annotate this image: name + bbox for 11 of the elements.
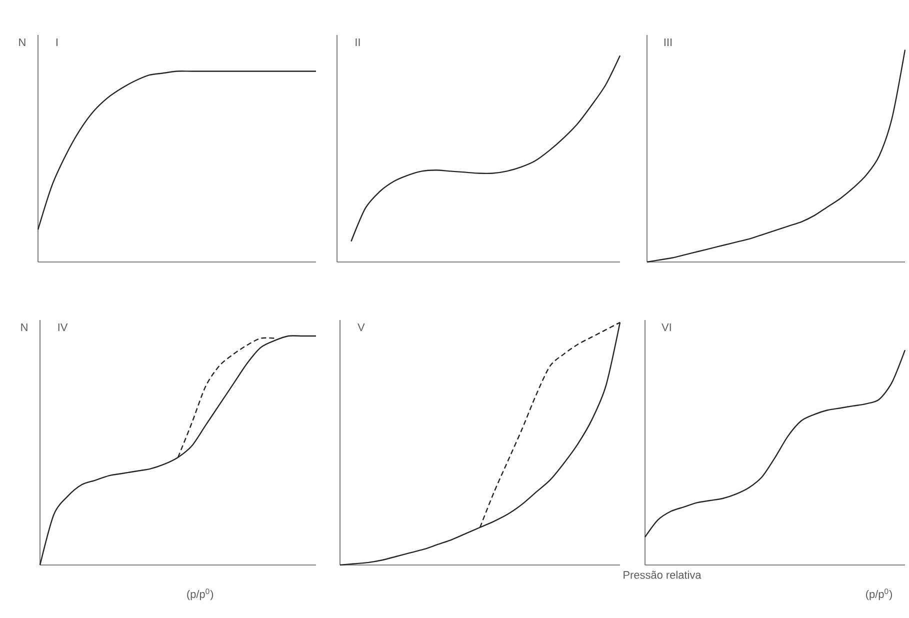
chart-title: I bbox=[56, 38, 58, 46]
y-axis-title: N bbox=[19, 38, 26, 46]
chart-title: IV bbox=[58, 324, 68, 332]
chart-title: VI bbox=[662, 324, 671, 332]
x-axis-title: (p/p$^{0}$) bbox=[187, 588, 214, 600]
x-axis-title: (p/p$^{0}$) bbox=[866, 588, 892, 600]
x-axis-title: Pressão relativa bbox=[624, 570, 702, 579]
chart-title: V bbox=[358, 324, 365, 332]
y-axis-title: N bbox=[21, 324, 28, 332]
chart-title: II bbox=[356, 38, 360, 46]
chart-title: III bbox=[664, 38, 672, 46]
